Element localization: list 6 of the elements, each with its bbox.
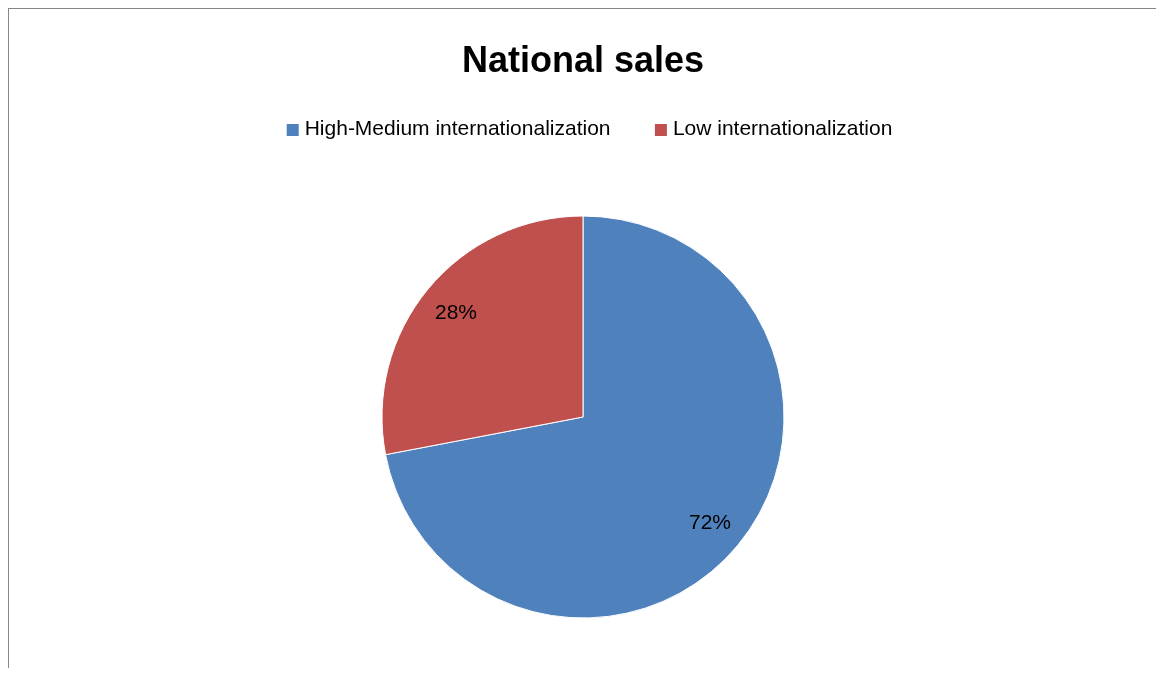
legend-label: High-Medium internationalization	[304, 116, 611, 139]
data-label: 72%	[688, 510, 732, 534]
pie-slice	[385, 215, 785, 619]
data-label: 28%	[434, 299, 478, 323]
legend-label: Low internationalization	[672, 116, 893, 139]
chart-title: National sales	[461, 39, 705, 80]
